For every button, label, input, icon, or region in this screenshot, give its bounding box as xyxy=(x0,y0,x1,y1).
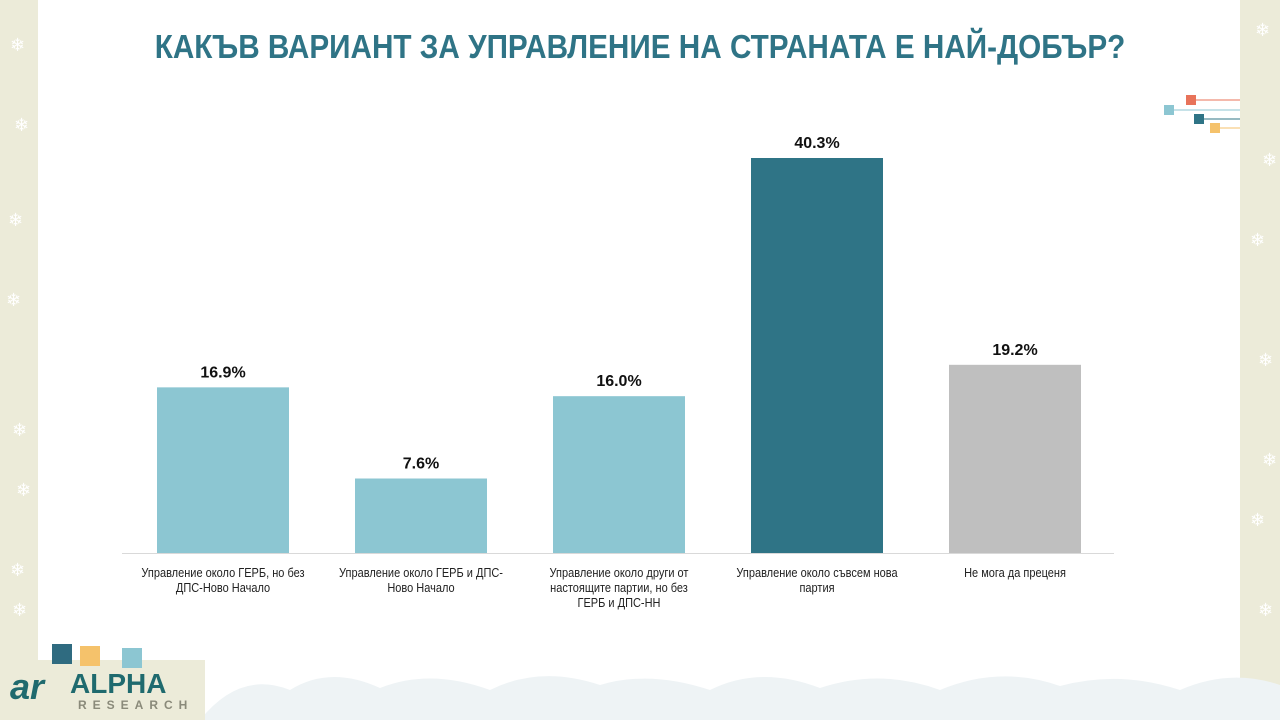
left-decor-panel xyxy=(0,0,38,720)
snowflake-icon: ❄ xyxy=(1258,350,1274,370)
snowflake-icon: ❄ xyxy=(1258,600,1274,620)
snowflake-icon: ❄ xyxy=(12,420,28,440)
snowflake-icon: ❄ xyxy=(1250,230,1266,250)
data-label: 40.3% xyxy=(794,135,839,152)
category-label: Управление около ГЕРБ, но без ДПС-Ново Н… xyxy=(141,566,305,595)
snowflake-icon: ❄ xyxy=(12,600,28,620)
alpha-research-logo: ar ALPHA RESEARCH xyxy=(0,660,205,720)
data-label: 19.2% xyxy=(992,342,1037,359)
data-label: 16.9% xyxy=(200,364,245,381)
data-label: 16.0% xyxy=(596,373,641,390)
snow-decoration xyxy=(200,676,1280,720)
snowflake-icon: ❄ xyxy=(10,35,26,55)
snowflake-icon: ❄ xyxy=(1262,450,1278,470)
snowflake-icon: ❄ xyxy=(10,560,26,580)
bar xyxy=(751,158,883,553)
gift-icon xyxy=(52,644,72,664)
snowflake-icon: ❄ xyxy=(1250,510,1266,530)
bar xyxy=(949,364,1081,553)
gift-icon xyxy=(122,648,142,668)
gift-icon xyxy=(80,646,100,666)
snowflake-icon: ❄ xyxy=(16,480,32,500)
snowflake-icon: ❄ xyxy=(8,210,24,230)
snowflake-icon: ❄ xyxy=(1262,150,1278,170)
category-label: Не мога да преценя xyxy=(964,566,1066,580)
page-title: КАКЪВ ВАРИАНТ ЗА УПРАВЛЕНИЕ НА СТРАНАТА … xyxy=(154,28,1126,65)
bar xyxy=(355,478,487,553)
snowflake-icon: ❄ xyxy=(1255,20,1271,40)
decor-lines xyxy=(1164,95,1240,133)
category-label: Управление около други от настоящите пар… xyxy=(549,566,689,610)
snowflake-icon: ❄ xyxy=(14,115,30,135)
snowflake-icon: ❄ xyxy=(6,290,22,310)
category-label: Управление около съвсем нова партия xyxy=(736,566,898,595)
data-label: 7.6% xyxy=(403,456,439,473)
right-decor-panel xyxy=(1240,0,1280,720)
bar xyxy=(157,387,289,553)
bar xyxy=(553,396,685,553)
category-label: Управление около ГЕРБ и ДПС-Ново Начало xyxy=(339,566,503,595)
